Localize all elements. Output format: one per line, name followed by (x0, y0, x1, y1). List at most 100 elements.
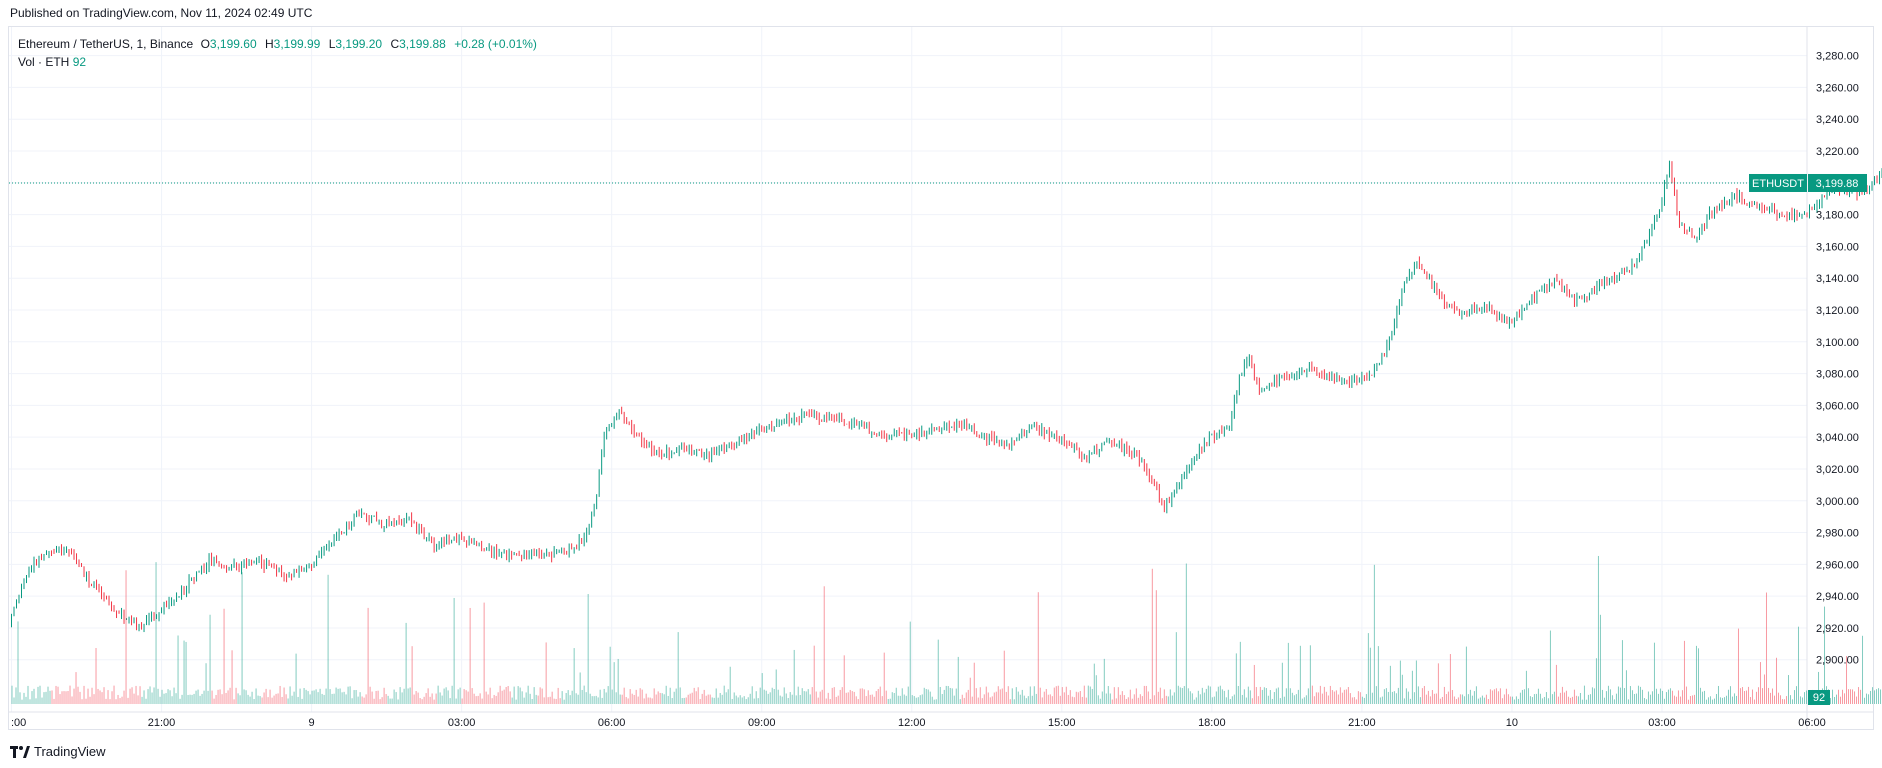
volume-bar (1219, 685, 1221, 704)
volume-bar (63, 691, 65, 704)
volume-bar (251, 691, 253, 704)
volume-bar (227, 690, 229, 704)
volume-bar (197, 689, 199, 704)
volume-bar (1391, 691, 1393, 704)
volume-bar (441, 695, 443, 704)
volume-bar (1235, 653, 1237, 704)
volume-bar (1215, 691, 1217, 704)
volume-bar (363, 697, 365, 704)
volume-bar (161, 689, 163, 704)
volume-bar (699, 699, 701, 704)
volume-bar (671, 698, 673, 704)
volume-bar (1269, 690, 1271, 704)
volume-bar (397, 699, 399, 704)
symbol-title[interactable]: Ethereum / TetherUS, 1, Binance (18, 37, 194, 51)
volume-bar (1101, 691, 1103, 704)
volume-bar (901, 688, 903, 704)
volume-bar (311, 690, 313, 704)
volume-bar (1241, 694, 1243, 704)
chart-frame[interactable] (8, 26, 1874, 730)
volume-bar (1437, 663, 1439, 704)
volume-bar (261, 697, 263, 704)
volume-bar (857, 699, 859, 704)
volume-bar (39, 685, 41, 704)
volume-bar (495, 695, 497, 704)
volume-bar (349, 686, 351, 704)
volume-bar (1267, 695, 1269, 704)
volume-bar (535, 694, 537, 704)
volume-bar (789, 692, 791, 704)
volume-bar (479, 693, 481, 704)
volume-bar (987, 692, 989, 704)
volume-bar (1141, 696, 1143, 704)
price-axis-label: 3,280.00 (1816, 51, 1859, 63)
volume-bar (691, 692, 693, 704)
volume-bar (1854, 691, 1856, 704)
volume-bar (1217, 686, 1219, 704)
volume-bar (1103, 658, 1105, 704)
tradingview-logo-icon[interactable] (10, 745, 30, 759)
volume-bar (297, 696, 299, 704)
volume-bar (1053, 687, 1055, 704)
volume-bar (1858, 687, 1860, 704)
volume-bar (1477, 698, 1479, 704)
volume-bar (407, 688, 409, 704)
volume-bar (207, 690, 209, 704)
change-value: +0.28 (+0.01%) (454, 37, 537, 51)
volume-bar (1193, 699, 1195, 704)
volume-bar (887, 698, 889, 704)
volume-bar (1353, 697, 1355, 704)
symbol-badge[interactable] (1749, 173, 1807, 192)
volume-bar (91, 687, 93, 704)
volume-bar (427, 688, 429, 704)
volume-bar (1673, 695, 1675, 704)
volume-bar (1559, 692, 1561, 704)
volume-bar (243, 689, 245, 704)
volume-bar (189, 694, 191, 704)
time-axis-label: 03:00 (448, 717, 476, 729)
volume-bar (1719, 697, 1721, 704)
volume-bar (795, 695, 797, 704)
volume-bar (1201, 687, 1203, 704)
volume-bar (37, 686, 39, 704)
volume-bar (1097, 695, 1099, 704)
price-axis-label: 3,060.00 (1816, 400, 1859, 412)
volume-bar (813, 645, 815, 704)
volume-bar (517, 686, 519, 704)
price-axis-label: 3,080.00 (1816, 369, 1859, 381)
volume-bar (1167, 696, 1169, 704)
volume-bar (1057, 685, 1059, 704)
volume-bar (617, 658, 619, 704)
volume-bar (1015, 687, 1017, 704)
volume-bar (985, 686, 987, 704)
volume-bar (205, 663, 207, 704)
volume-bar (203, 690, 205, 704)
volume-bar (1801, 697, 1803, 704)
volume-bar (1463, 696, 1465, 704)
volume-bar (937, 639, 939, 704)
volume-bar (893, 692, 895, 704)
volume-bar (343, 691, 345, 704)
volume-bar (1611, 695, 1613, 704)
volume-bar (1331, 690, 1333, 704)
volume-bar (431, 693, 433, 704)
volume-bar (695, 691, 697, 704)
volume-bar (1527, 688, 1529, 704)
volume-bar (1753, 699, 1755, 704)
volume-bar (1663, 698, 1665, 704)
volume-bar (1872, 687, 1874, 704)
volume-bar (1795, 686, 1797, 704)
volume-bar (65, 691, 67, 704)
volume-bar (693, 687, 695, 704)
brand-name[interactable]: TradingView (34, 744, 106, 759)
volume-bar (413, 694, 415, 704)
volume-bar (305, 689, 307, 704)
volume-bar (1691, 695, 1693, 704)
volume-bar (303, 688, 305, 704)
volume-bar (51, 690, 53, 704)
volume-bar (139, 686, 141, 704)
volume-bar (171, 696, 173, 704)
volume-bar (239, 695, 241, 704)
volume-bar (1213, 696, 1215, 704)
